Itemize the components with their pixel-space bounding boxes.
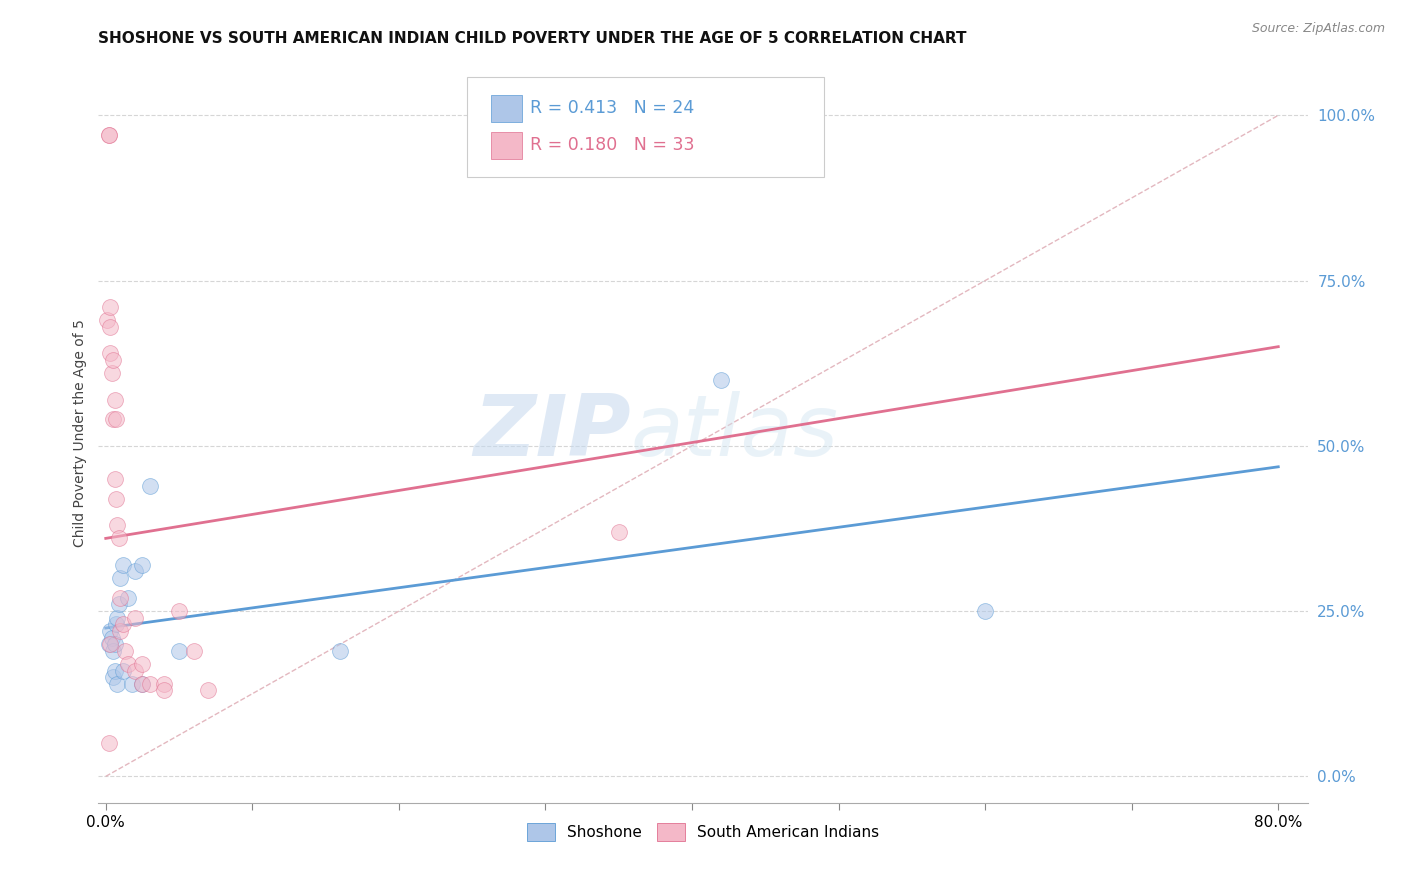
- Point: [153, 683, 176, 698]
- Bar: [492, 132, 522, 159]
- Point: [105, 617, 128, 632]
- Point: [98, 300, 121, 314]
- Point: [974, 604, 997, 618]
- Point: [103, 637, 125, 651]
- Point: [103, 664, 125, 678]
- Point: [105, 412, 128, 426]
- Point: [114, 644, 136, 658]
- Point: [108, 532, 131, 546]
- Point: [98, 624, 121, 638]
- Point: [97, 736, 120, 750]
- Point: [98, 637, 121, 651]
- Point: [112, 664, 135, 678]
- Point: [124, 611, 146, 625]
- Point: [101, 412, 124, 426]
- Point: [108, 598, 131, 612]
- Point: [101, 644, 124, 658]
- Point: [607, 524, 630, 539]
- Point: [167, 644, 190, 658]
- Point: [124, 664, 146, 678]
- Point: [97, 128, 120, 143]
- Point: [105, 491, 128, 506]
- Point: [103, 392, 125, 407]
- Point: [112, 558, 135, 572]
- Point: [107, 611, 129, 625]
- Point: [117, 657, 139, 671]
- Point: [101, 670, 124, 684]
- Text: ZIP: ZIP: [472, 391, 630, 475]
- Point: [167, 604, 190, 618]
- Point: [98, 319, 121, 334]
- Point: [110, 571, 132, 585]
- Bar: [492, 95, 522, 121]
- Text: R = 0.413   N = 24: R = 0.413 N = 24: [530, 99, 695, 118]
- Point: [97, 637, 120, 651]
- Point: [107, 677, 129, 691]
- Point: [131, 677, 153, 691]
- Point: [110, 624, 132, 638]
- Point: [131, 657, 153, 671]
- Point: [100, 631, 122, 645]
- Point: [710, 373, 733, 387]
- Text: SHOSHONE VS SOUTH AMERICAN INDIAN CHILD POVERTY UNDER THE AGE OF 5 CORRELATION C: SHOSHONE VS SOUTH AMERICAN INDIAN CHILD …: [98, 31, 967, 46]
- Text: Source: ZipAtlas.com: Source: ZipAtlas.com: [1251, 22, 1385, 36]
- Point: [197, 683, 219, 698]
- Point: [183, 644, 205, 658]
- Point: [131, 558, 153, 572]
- Point: [100, 366, 122, 380]
- Y-axis label: Child Poverty Under the Age of 5: Child Poverty Under the Age of 5: [73, 318, 87, 547]
- Point: [124, 565, 146, 579]
- Point: [96, 313, 118, 327]
- Point: [97, 128, 120, 143]
- Point: [138, 478, 160, 492]
- Text: atlas: atlas: [630, 391, 838, 475]
- Point: [117, 591, 139, 605]
- FancyBboxPatch shape: [467, 78, 824, 178]
- Point: [112, 617, 135, 632]
- Point: [138, 677, 160, 691]
- Text: R = 0.180   N = 33: R = 0.180 N = 33: [530, 136, 695, 154]
- Point: [329, 644, 352, 658]
- Point: [131, 677, 153, 691]
- Point: [121, 677, 143, 691]
- Legend: Shoshone, South American Indians: Shoshone, South American Indians: [522, 817, 884, 847]
- Point: [98, 346, 121, 360]
- Point: [153, 677, 176, 691]
- Point: [101, 352, 124, 367]
- Point: [103, 472, 125, 486]
- Point: [107, 518, 129, 533]
- Point: [110, 591, 132, 605]
